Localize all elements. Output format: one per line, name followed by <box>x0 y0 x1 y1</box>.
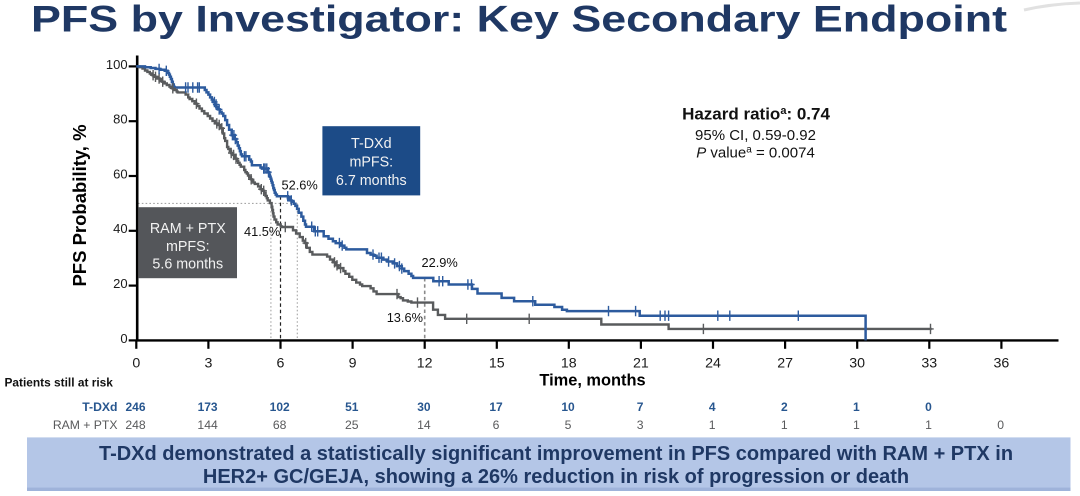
svg-text:68: 68 <box>273 418 287 432</box>
svg-text:20: 20 <box>113 276 127 291</box>
svg-text:PFS by Investigator: Key Secon: PFS by Investigator: Key Secondary Endpo… <box>31 0 1008 40</box>
svg-text:144: 144 <box>197 418 218 432</box>
svg-text:100: 100 <box>106 57 128 72</box>
svg-text:30: 30 <box>417 400 431 414</box>
svg-text:51: 51 <box>345 400 359 414</box>
svg-text:13.6%: 13.6% <box>387 310 423 325</box>
svg-text:6: 6 <box>277 355 285 371</box>
svg-text:1: 1 <box>853 400 860 414</box>
svg-text:mPFS:: mPFS: <box>349 155 393 171</box>
svg-text:25: 25 <box>345 418 359 432</box>
svg-text:2: 2 <box>781 400 788 414</box>
svg-text:102: 102 <box>270 400 290 414</box>
svg-text:3: 3 <box>637 418 644 432</box>
svg-text:0: 0 <box>132 355 140 371</box>
svg-text:15: 15 <box>489 355 505 371</box>
svg-text:7: 7 <box>637 400 644 414</box>
svg-text:Time, months: Time, months <box>539 372 645 390</box>
svg-text:30: 30 <box>849 355 865 371</box>
svg-text:1: 1 <box>781 418 788 432</box>
svg-text:52.6%: 52.6% <box>282 178 318 193</box>
svg-text:27: 27 <box>777 355 793 371</box>
svg-text:9: 9 <box>349 355 357 371</box>
svg-text:22.9%: 22.9% <box>422 255 458 270</box>
svg-text:mPFS:: mPFS: <box>166 239 210 255</box>
svg-text:HER2+ GC/GEJA, showing a 26% r: HER2+ GC/GEJA, showing a 26% reduction i… <box>203 466 909 488</box>
svg-text:4: 4 <box>709 400 716 414</box>
svg-text:18: 18 <box>561 355 577 371</box>
svg-text:80: 80 <box>113 112 127 127</box>
svg-text:5.6 months: 5.6 months <box>152 257 223 273</box>
svg-text:1: 1 <box>925 418 932 432</box>
svg-text:0: 0 <box>120 331 127 346</box>
svg-text:24: 24 <box>705 355 721 371</box>
svg-text:PFS Probability, %: PFS Probability, % <box>69 124 90 286</box>
svg-text:10: 10 <box>561 400 575 414</box>
svg-text:17: 17 <box>489 400 503 414</box>
svg-text:T-DXd: T-DXd <box>82 400 117 414</box>
svg-text:P valuea = 0.0074: P valuea = 0.0074 <box>696 144 815 161</box>
svg-text:36: 36 <box>994 355 1010 371</box>
svg-text:1: 1 <box>853 418 860 432</box>
svg-text:6.7 months: 6.7 months <box>336 173 407 189</box>
svg-text:T-DXd: T-DXd <box>351 136 392 152</box>
svg-text:14: 14 <box>417 418 431 432</box>
svg-text:33: 33 <box>921 355 937 371</box>
svg-text:3: 3 <box>204 355 212 371</box>
svg-text:T-DXd demonstrated a statistic: T-DXd demonstrated a statistically signi… <box>99 443 1013 465</box>
svg-text:21: 21 <box>633 355 649 371</box>
svg-text:RAM + PTX: RAM + PTX <box>150 221 226 237</box>
svg-text:6: 6 <box>493 418 500 432</box>
svg-text:60: 60 <box>113 166 127 181</box>
svg-text:173: 173 <box>198 400 218 414</box>
svg-text:248: 248 <box>125 418 146 432</box>
svg-text:Hazard ratioa: 0.74: Hazard ratioa: 0.74 <box>682 105 830 124</box>
svg-text:246: 246 <box>125 400 145 414</box>
svg-text:RAM + PTX: RAM + PTX <box>53 418 118 432</box>
svg-text:95% CI, 0.59-0.92: 95% CI, 0.59-0.92 <box>695 127 816 144</box>
svg-text:40: 40 <box>113 221 127 236</box>
svg-text:0: 0 <box>925 400 932 414</box>
svg-text:0: 0 <box>997 418 1004 432</box>
svg-text:12: 12 <box>417 355 433 371</box>
svg-text:41.5%: 41.5% <box>244 224 280 239</box>
svg-text:Patients still at risk: Patients still at risk <box>5 375 114 389</box>
svg-text:1: 1 <box>709 418 716 432</box>
svg-text:5: 5 <box>565 418 572 432</box>
